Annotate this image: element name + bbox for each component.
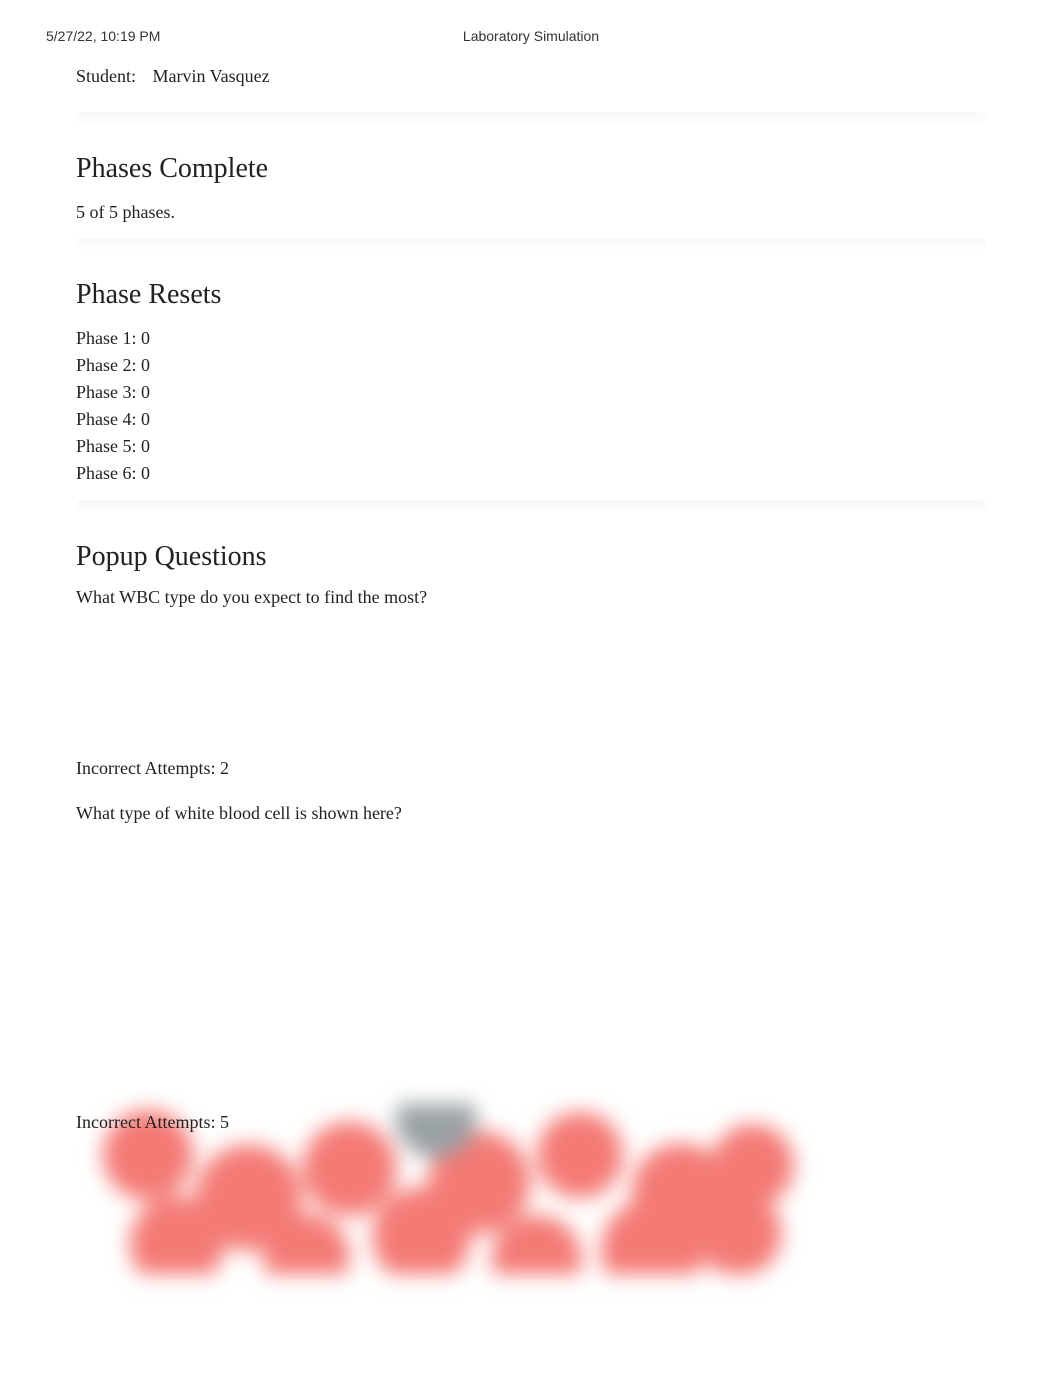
question-text: What WBC type do you expect to find the … <box>76 587 986 608</box>
student-line: Student: Marvin Vasquez <box>76 66 986 87</box>
student-name: Marvin Vasquez <box>153 66 270 86</box>
popup-questions-title: Popup Questions <box>76 541 986 573</box>
section-divider <box>76 239 986 251</box>
print-header: 5/27/22, 10:19 PM Laboratory Simulation <box>46 28 1016 44</box>
phase-reset-item: Phase 6: 0 <box>76 460 986 487</box>
incorrect-attempts: Incorrect Attempts: 5 <box>76 1112 986 1133</box>
phases-complete-summary: 5 of 5 phases. <box>76 199 986 225</box>
page: 5/27/22, 10:19 PM Laboratory Simulation … <box>0 0 1062 1377</box>
section-divider <box>76 501 986 513</box>
student-label: Student: <box>76 66 136 86</box>
phase-reset-item: Phase 3: 0 <box>76 379 986 406</box>
section-divider <box>76 113 986 125</box>
report-content: Student: Marvin Vasquez Phases Complete … <box>46 66 1016 1133</box>
incorrect-attempts: Incorrect Attempts: 2 <box>76 758 986 779</box>
phase-resets-title: Phase Resets <box>76 279 986 311</box>
phase-reset-item: Phase 5: 0 <box>76 433 986 460</box>
question-text: What type of white blood cell is shown h… <box>76 803 986 824</box>
question-block: What WBC type do you expect to find the … <box>76 587 986 779</box>
phase-resets-list: Phase 1: 0 Phase 2: 0 Phase 3: 0 Phase 4… <box>76 325 986 487</box>
phase-reset-item: Phase 4: 0 <box>76 406 986 433</box>
question-block: What type of white blood cell is shown h… <box>76 803 986 1133</box>
phase-reset-item: Phase 2: 0 <box>76 352 986 379</box>
header-timestamp: 5/27/22, 10:19 PM <box>46 28 160 44</box>
phases-complete-title: Phases Complete <box>76 153 986 185</box>
phase-reset-item: Phase 1: 0 <box>76 325 986 352</box>
